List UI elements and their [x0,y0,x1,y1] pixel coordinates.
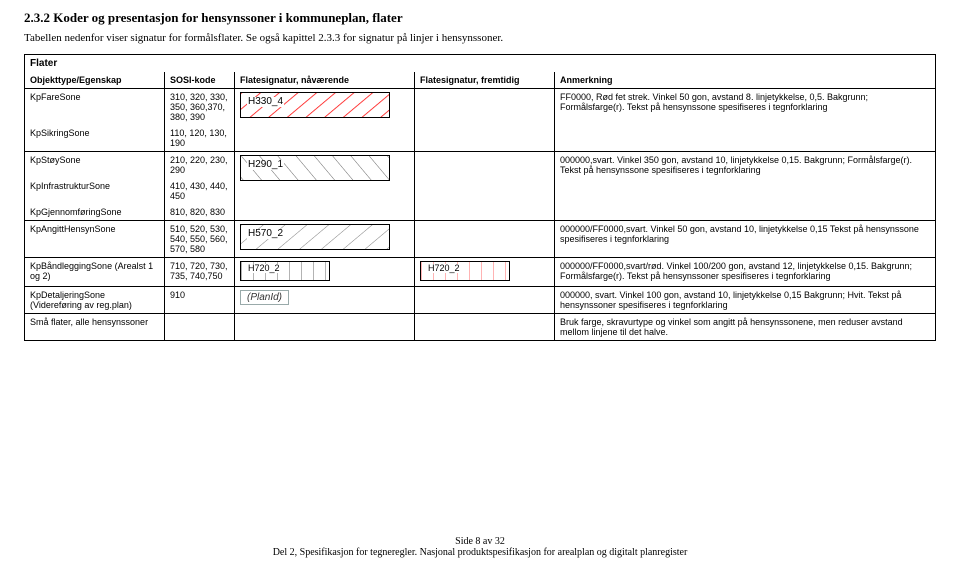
obj-name: KpGjennomføringSone [25,204,165,221]
sosi-code: 310, 320, 330, 350, 360,370, 380, 390 [165,89,235,126]
signature-cell: (PlanId) [235,287,415,314]
hatch-pattern-thin: H570_2 [240,224,390,250]
hatch-label: H290_1 [247,160,284,170]
footer-doc: Del 2, Spesifikasjon for tegneregler. Na… [0,547,960,558]
col-header-sig-future: Flatesignatur, fremtidig [415,72,555,89]
table-row: KpAngittHensynSone 510, 520, 530, 540, 5… [25,221,936,258]
obj-name: KpBåndleggingSone (Arealst 1 og 2) [25,258,165,287]
sosi-code: 410, 430, 440, 450 [165,178,235,204]
col-header-sig-now: Flatesignatur, nåværende [235,72,415,89]
table-row: KpDetaljeringSone (Videreføring av reg.p… [25,287,936,314]
col-header-anm: Anmerkning [555,72,936,89]
signature-future-cell [415,89,555,152]
signature-future-cell [415,152,555,221]
anm-cell: 000000/FF0000,svart. Vinkel 50 gon, avst… [555,221,936,258]
signature-cell: H330_4 [235,89,415,152]
sosi-code [165,314,235,341]
obj-name: KpDetaljeringSone (Videreføring av reg.p… [25,287,165,314]
anm-cell: 000000,svart. Vinkel 350 gon, avstand 10… [555,152,936,221]
sosi-code: 210, 220, 230, 290 [165,152,235,179]
table-row: KpFareSone 310, 320, 330, 350, 360,370, … [25,89,936,126]
signature-cell [235,314,415,341]
hatch-pattern-vert-red: H720_2 [420,261,510,281]
hatch-pattern-red: H330_4 [240,92,390,118]
sosi-code: 910 [165,287,235,314]
signature-future-cell [415,287,555,314]
anm-cell: 000000, svart. Vinkel 100 gon, avstand 1… [555,287,936,314]
obj-name: KpSikringSone [25,125,165,152]
obj-name: KpFareSone [25,89,165,126]
signature-cell: H720_2 [235,258,415,287]
table-row: KpBåndleggingSone (Arealst 1 og 2) 710, … [25,258,936,287]
anm-cell: 000000/FF0000,svart/rød. Vinkel 100/200 … [555,258,936,287]
anm-cell: FF0000, Rød fet strek. Vinkel 50 gon, av… [555,89,936,152]
table-row: Små flater, alle hensynssoner Bruk farge… [25,314,936,341]
sosi-code: 710, 720, 730, 735, 740,750 [165,258,235,287]
footer-page: Side 8 av 32 [0,536,960,547]
hatch-pattern-black: H290_1 [240,155,390,181]
page-footer: Side 8 av 32 Del 2, Spesifikasjon for te… [0,536,960,558]
signature-future-cell [415,314,555,341]
hatch-pattern-vert-black: H720_2 [240,261,330,281]
signature-cell: H290_1 [235,152,415,221]
section-title: 2.3.2 Koder og presentasjon for hensynss… [24,10,936,26]
obj-name: Små flater, alle hensynssoner [25,314,165,341]
signature-cell: H570_2 [235,221,415,258]
obj-name: KpStøySone [25,152,165,179]
col-header-obj: Objekttype/Egenskap [25,72,165,89]
flater-table: Flater Objekttype/Egenskap SOSI-kode Fla… [24,54,936,341]
section-subtitle: Tabellen nedenfor viser signatur for for… [24,32,936,44]
obj-name: KpAngittHensynSone [25,221,165,258]
table-row: KpStøySone 210, 220, 230, 290 H290_1 000… [25,152,936,179]
col-header-sosi: SOSI-kode [165,72,235,89]
obj-name: KpInfrastrukturSone [25,178,165,204]
sosi-code: 110, 120, 130, 190 [165,125,235,152]
anm-cell: Bruk farge, skravurtype og vinkel som an… [555,314,936,341]
sosi-code: 810, 820, 830 [165,204,235,221]
signature-future-cell [415,221,555,258]
sosi-code: 510, 520, 530, 540, 550, 560, 570, 580 [165,221,235,258]
planid-box: (PlanId) [240,290,289,305]
table-caption: Flater [25,55,936,73]
hatch-label: H570_2 [247,229,284,239]
signature-future-cell: H720_2 [415,258,555,287]
hatch-label: H720_2 [247,264,281,273]
hatch-label: H330_4 [247,97,284,107]
hatch-label: H720_2 [427,264,461,273]
